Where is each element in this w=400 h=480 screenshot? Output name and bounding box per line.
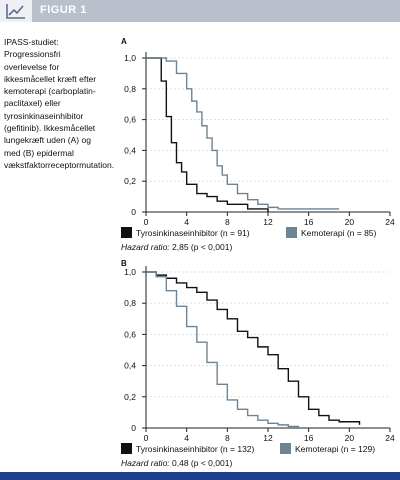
- hazard-ratio-value: 0,48 (p < 0,001): [172, 458, 232, 468]
- y-tick-label: 0,2: [124, 176, 136, 186]
- x-tick-label: 12: [263, 217, 273, 227]
- survival-charts: A 0 0,2 0,4 0,6 0,8 1,0 0 4 8 12 16 20 24 Tyrosinkinas…: [121, 37, 395, 468]
- x-tick-label: 4: [184, 217, 189, 227]
- y-tick-label: 0: [131, 423, 136, 433]
- x-tick-label: 24: [385, 433, 395, 443]
- y-tick-label: 0,6: [124, 329, 136, 339]
- hazard-ratio-label: Hazard ratio:: [121, 458, 172, 468]
- series-line-tki: [146, 271, 361, 425]
- line-chart-icon: [0, 0, 32, 22]
- y-tick-label: 0,4: [124, 361, 136, 371]
- y-tick-label: 1,0: [124, 267, 136, 277]
- y-tick-label: 0,4: [124, 145, 136, 155]
- x-tick-label: 24: [385, 217, 395, 227]
- legend-label-chemo: Kemoterapi (n = 85): [301, 228, 377, 238]
- hazard-ratio-text: Hazard ratio: 2,85 (p < 0,001): [121, 242, 232, 252]
- series-line-chemo: [146, 271, 300, 428]
- y-tick-label: 0,8: [124, 298, 136, 308]
- x-tick-label: 0: [144, 433, 149, 443]
- x-tick-label: 12: [263, 433, 273, 443]
- hazard-ratio-text: Hazard ratio: 0,48 (p < 0,001): [121, 458, 232, 468]
- figure-caption: IPASS-studiet: Progressionsfri overlevel…: [4, 37, 115, 170]
- y-tick-label: 0: [131, 207, 136, 217]
- hazard-ratio-value: 2,85 (p < 0,001): [172, 242, 232, 252]
- x-tick-label: 8: [225, 217, 230, 227]
- x-tick-label: 16: [304, 217, 314, 227]
- y-tick-label: 0,6: [124, 115, 136, 125]
- series-line-tki: [146, 57, 269, 212]
- panel-label-a: A: [121, 37, 127, 46]
- panel-label-b: B: [121, 259, 127, 268]
- legend-swatch-chemo: [286, 227, 297, 238]
- hazard-ratio-label: Hazard ratio:: [121, 242, 172, 252]
- legend-swatch-tki: [121, 227, 132, 238]
- x-tick-label: 0: [144, 217, 149, 227]
- x-tick-label: 20: [345, 217, 355, 227]
- x-tick-label: 8: [225, 433, 230, 443]
- series-line-chemo: [146, 57, 340, 210]
- legend-label-tki: Tyrosinkinaseinhibitor (n = 91): [136, 228, 250, 238]
- footer-bar: [0, 472, 400, 480]
- y-tick-label: 0,8: [124, 84, 136, 94]
- y-tick-label: 1,0: [124, 53, 136, 63]
- x-tick-label: 16: [304, 433, 314, 443]
- x-tick-label: 4: [184, 433, 189, 443]
- legend-label-chemo: Kemoterapi (n = 129): [295, 444, 375, 454]
- y-tick-label: 0,2: [124, 392, 136, 402]
- figure-label: FIGUR 1: [40, 4, 87, 16]
- legend-label-tki: Tyrosinkinaseinhibitor (n = 132): [136, 444, 255, 454]
- figure-header: FIGUR 1: [0, 0, 400, 22]
- legend-swatch-tki: [121, 443, 132, 454]
- x-tick-label: 20: [345, 433, 355, 443]
- legend-swatch-chemo: [280, 443, 291, 454]
